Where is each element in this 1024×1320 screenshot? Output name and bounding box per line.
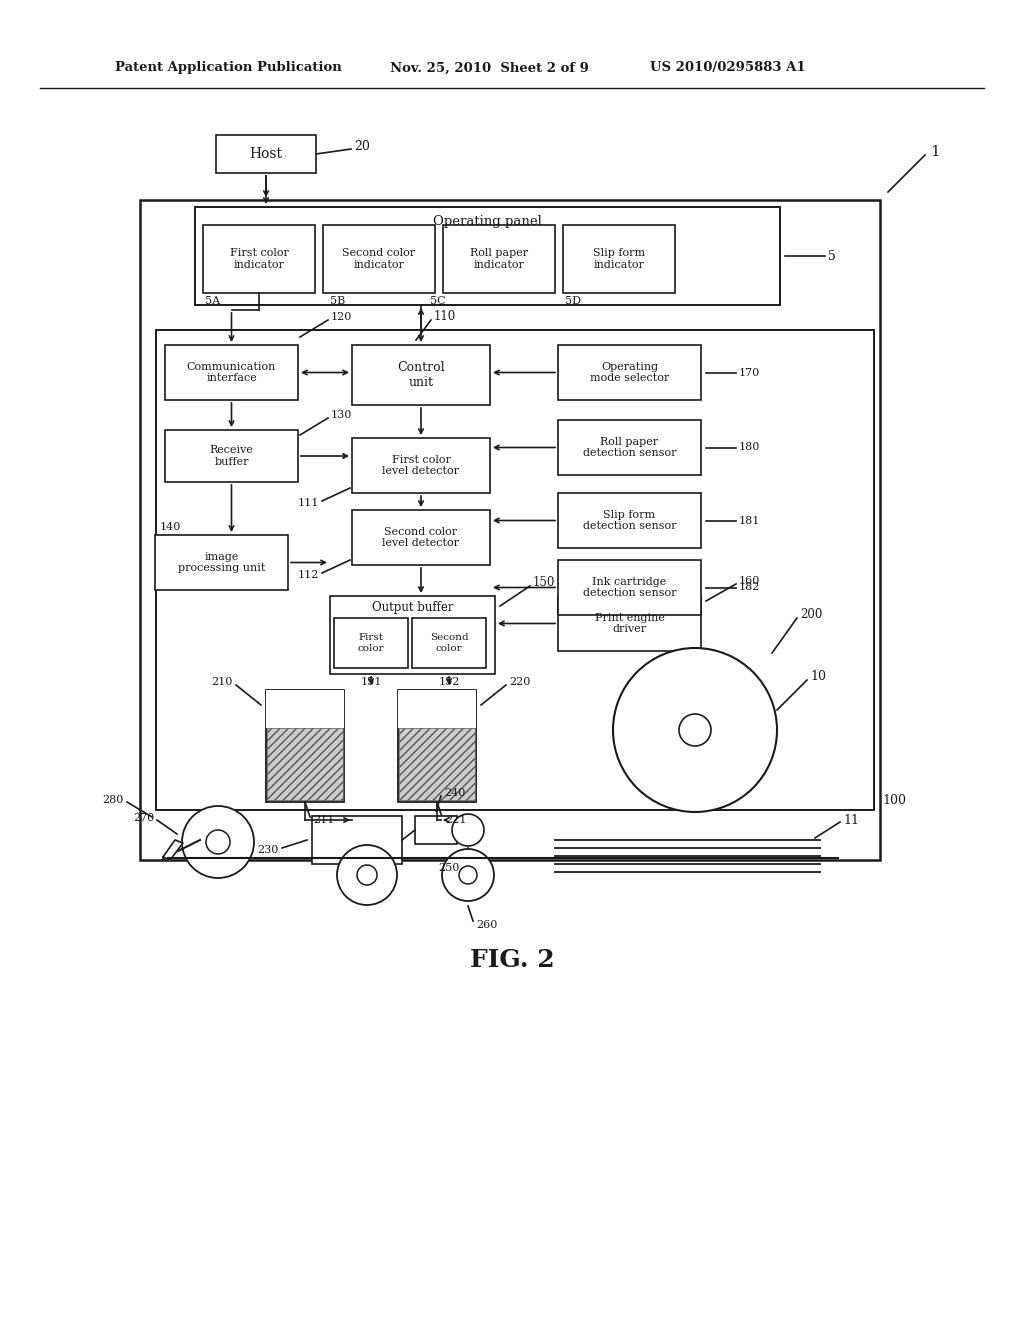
Text: 110: 110 bbox=[434, 310, 457, 323]
Text: 1: 1 bbox=[930, 145, 940, 158]
Circle shape bbox=[459, 866, 477, 884]
Text: 220: 220 bbox=[509, 677, 530, 686]
Bar bbox=[267, 729, 343, 800]
Bar bbox=[266, 690, 344, 803]
Text: Receive
buffer: Receive buffer bbox=[210, 445, 253, 467]
Bar bbox=[352, 345, 490, 405]
Text: 270: 270 bbox=[133, 813, 154, 822]
Text: 170: 170 bbox=[739, 367, 760, 378]
Text: 151: 151 bbox=[360, 677, 382, 686]
Bar bbox=[398, 690, 476, 729]
Text: First color
level detector: First color level detector bbox=[383, 454, 460, 477]
Text: 200: 200 bbox=[800, 609, 822, 622]
Text: 111: 111 bbox=[298, 498, 319, 508]
Bar bbox=[558, 597, 701, 651]
Text: Patent Application Publication: Patent Application Publication bbox=[115, 62, 342, 74]
Text: Second color
level detector: Second color level detector bbox=[383, 527, 460, 548]
Text: US 2010/0295883 A1: US 2010/0295883 A1 bbox=[650, 62, 806, 74]
Text: 130: 130 bbox=[331, 411, 352, 420]
Text: Control
unit: Control unit bbox=[397, 360, 444, 389]
Bar bbox=[165, 430, 298, 482]
Circle shape bbox=[442, 849, 494, 902]
Text: Output buffer: Output buffer bbox=[372, 602, 454, 615]
Text: 10: 10 bbox=[810, 671, 826, 684]
Text: Second
color: Second color bbox=[430, 634, 468, 652]
Bar bbox=[330, 597, 495, 675]
Text: 140: 140 bbox=[160, 521, 181, 532]
Bar bbox=[195, 207, 780, 305]
Bar bbox=[323, 224, 435, 293]
Bar bbox=[398, 690, 476, 803]
Circle shape bbox=[182, 807, 254, 878]
Bar bbox=[312, 816, 402, 865]
Text: 180: 180 bbox=[739, 442, 761, 453]
Text: Second color
indicator: Second color indicator bbox=[342, 248, 416, 269]
Circle shape bbox=[206, 830, 230, 854]
Text: 152: 152 bbox=[438, 677, 460, 686]
Text: 20: 20 bbox=[354, 140, 370, 153]
Bar bbox=[412, 618, 486, 668]
Text: 11: 11 bbox=[843, 813, 859, 826]
Bar bbox=[266, 690, 344, 729]
Bar bbox=[558, 492, 701, 548]
Text: 5C: 5C bbox=[430, 296, 445, 306]
Bar bbox=[156, 330, 874, 810]
Circle shape bbox=[679, 714, 711, 746]
Text: 230: 230 bbox=[258, 845, 279, 855]
Bar bbox=[558, 420, 701, 475]
Text: 5: 5 bbox=[828, 249, 836, 263]
Text: 5B: 5B bbox=[331, 296, 346, 306]
Text: Operating panel: Operating panel bbox=[433, 215, 542, 228]
Text: image
processing unit: image processing unit bbox=[178, 552, 265, 573]
Text: 260: 260 bbox=[476, 920, 498, 931]
Circle shape bbox=[613, 648, 777, 812]
Text: 150: 150 bbox=[534, 577, 555, 590]
Polygon shape bbox=[163, 840, 183, 861]
Text: 5D: 5D bbox=[565, 296, 581, 306]
Text: 221: 221 bbox=[445, 814, 466, 825]
Text: Roll paper
indicator: Roll paper indicator bbox=[470, 248, 528, 269]
Text: Slip form
detection sensor: Slip form detection sensor bbox=[583, 510, 676, 531]
Text: Communication
interface: Communication interface bbox=[186, 362, 276, 383]
Bar bbox=[165, 345, 298, 400]
Bar bbox=[203, 224, 315, 293]
Text: First color
indicator: First color indicator bbox=[229, 248, 289, 269]
Text: Ink cartridge
detection sensor: Ink cartridge detection sensor bbox=[583, 577, 676, 598]
Text: First
color: First color bbox=[357, 634, 384, 652]
Text: 181: 181 bbox=[739, 516, 761, 525]
Circle shape bbox=[357, 865, 377, 884]
Text: 182: 182 bbox=[739, 582, 761, 593]
Bar bbox=[563, 224, 675, 293]
Text: 211: 211 bbox=[313, 814, 335, 825]
Text: Slip form
indicator: Slip form indicator bbox=[593, 248, 645, 269]
Text: 100: 100 bbox=[882, 793, 906, 807]
Text: 210: 210 bbox=[212, 677, 233, 686]
Text: 250: 250 bbox=[438, 863, 460, 873]
Bar bbox=[352, 438, 490, 492]
Text: Nov. 25, 2010  Sheet 2 of 9: Nov. 25, 2010 Sheet 2 of 9 bbox=[390, 62, 589, 74]
Bar bbox=[399, 729, 475, 800]
Text: Print engine
driver: Print engine driver bbox=[595, 612, 665, 635]
Bar bbox=[155, 535, 288, 590]
Bar bbox=[352, 510, 490, 565]
Bar bbox=[558, 560, 701, 615]
Circle shape bbox=[452, 814, 484, 846]
Circle shape bbox=[337, 845, 397, 906]
Text: 120: 120 bbox=[331, 312, 352, 322]
Text: FIG. 2: FIG. 2 bbox=[470, 948, 554, 972]
Text: 112: 112 bbox=[298, 570, 319, 579]
Bar bbox=[443, 224, 555, 293]
Bar bbox=[334, 618, 408, 668]
Text: Host: Host bbox=[250, 147, 283, 161]
Text: 240: 240 bbox=[444, 788, 465, 799]
Bar bbox=[216, 135, 316, 173]
Text: 160: 160 bbox=[739, 576, 761, 586]
Text: 5A: 5A bbox=[206, 296, 220, 306]
Text: Operating
mode selector: Operating mode selector bbox=[590, 362, 669, 383]
Text: 280: 280 bbox=[102, 795, 124, 805]
Text: Roll paper
detection sensor: Roll paper detection sensor bbox=[583, 437, 676, 458]
Bar bbox=[140, 201, 880, 861]
Bar bbox=[558, 345, 701, 400]
Bar bbox=[415, 816, 457, 843]
